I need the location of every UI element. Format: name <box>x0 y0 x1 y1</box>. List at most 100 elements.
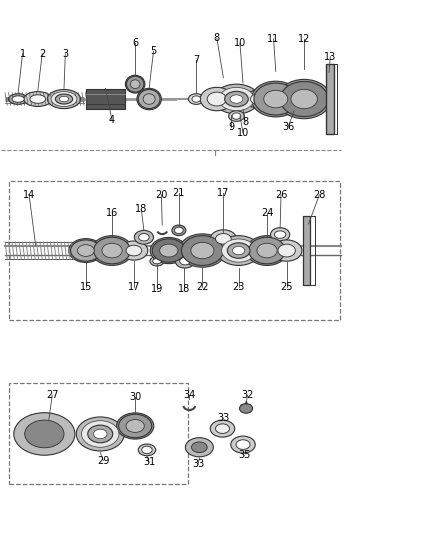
Ellipse shape <box>227 243 250 259</box>
Ellipse shape <box>143 94 155 104</box>
Ellipse shape <box>88 425 113 443</box>
Ellipse shape <box>214 84 259 114</box>
Text: 8: 8 <box>214 33 220 43</box>
Text: 7: 7 <box>193 55 199 65</box>
Ellipse shape <box>94 429 107 439</box>
Ellipse shape <box>81 421 119 447</box>
Ellipse shape <box>172 225 186 236</box>
Ellipse shape <box>210 420 235 437</box>
Ellipse shape <box>231 436 255 453</box>
Text: 33: 33 <box>192 459 204 469</box>
Ellipse shape <box>291 90 318 109</box>
Ellipse shape <box>271 228 290 241</box>
Text: 26: 26 <box>275 190 287 200</box>
Ellipse shape <box>207 92 226 106</box>
Text: 32: 32 <box>241 390 254 400</box>
Ellipse shape <box>71 240 101 261</box>
Ellipse shape <box>200 87 233 111</box>
Text: 28: 28 <box>313 190 325 200</box>
Ellipse shape <box>179 234 226 267</box>
Ellipse shape <box>254 83 297 115</box>
Ellipse shape <box>139 233 149 241</box>
Text: 8: 8 <box>242 117 248 127</box>
Ellipse shape <box>152 259 161 264</box>
Ellipse shape <box>215 233 231 244</box>
Text: 23: 23 <box>233 282 245 292</box>
Text: 24: 24 <box>261 208 273 219</box>
Ellipse shape <box>192 96 201 102</box>
Ellipse shape <box>9 94 28 104</box>
Text: 13: 13 <box>324 52 336 61</box>
Ellipse shape <box>188 94 204 104</box>
Text: 34: 34 <box>183 390 195 400</box>
Ellipse shape <box>138 90 160 109</box>
Ellipse shape <box>138 444 155 456</box>
Bar <box>303 216 310 285</box>
Ellipse shape <box>251 94 266 104</box>
Ellipse shape <box>232 113 241 119</box>
Text: 4: 4 <box>109 115 115 125</box>
Text: 12: 12 <box>298 34 311 44</box>
Ellipse shape <box>240 403 253 413</box>
Text: 19: 19 <box>151 284 163 294</box>
Text: 22: 22 <box>196 282 208 292</box>
Text: 9: 9 <box>228 122 234 132</box>
Ellipse shape <box>285 103 304 116</box>
Ellipse shape <box>92 236 133 265</box>
Ellipse shape <box>76 417 124 451</box>
Ellipse shape <box>55 94 73 104</box>
Ellipse shape <box>180 257 190 265</box>
Ellipse shape <box>215 424 230 433</box>
Ellipse shape <box>225 91 248 107</box>
Ellipse shape <box>125 75 145 93</box>
Text: 15: 15 <box>80 282 92 292</box>
Ellipse shape <box>30 95 46 103</box>
Text: 20: 20 <box>155 190 168 200</box>
Bar <box>326 64 334 134</box>
Ellipse shape <box>33 426 55 442</box>
Ellipse shape <box>134 230 153 244</box>
Text: 35: 35 <box>238 450 251 460</box>
Ellipse shape <box>150 238 187 264</box>
Ellipse shape <box>69 239 103 262</box>
Ellipse shape <box>120 241 148 260</box>
Ellipse shape <box>14 413 75 455</box>
Ellipse shape <box>288 106 300 114</box>
Text: 16: 16 <box>106 208 118 219</box>
Ellipse shape <box>174 227 183 233</box>
Text: 25: 25 <box>280 282 293 292</box>
Ellipse shape <box>181 236 223 265</box>
Ellipse shape <box>137 88 161 110</box>
Ellipse shape <box>119 414 152 438</box>
Text: 18: 18 <box>135 204 148 214</box>
Text: 3: 3 <box>62 49 68 59</box>
Text: 27: 27 <box>46 390 58 400</box>
Ellipse shape <box>24 92 52 107</box>
Text: 2: 2 <box>39 49 45 59</box>
Ellipse shape <box>233 246 245 255</box>
Text: 33: 33 <box>217 413 230 423</box>
Ellipse shape <box>191 442 207 453</box>
Ellipse shape <box>217 236 261 265</box>
Ellipse shape <box>12 96 24 102</box>
Ellipse shape <box>277 79 331 119</box>
Ellipse shape <box>247 236 288 265</box>
Ellipse shape <box>264 90 288 108</box>
Ellipse shape <box>185 438 213 457</box>
Text: 6: 6 <box>132 38 138 48</box>
Bar <box>86 90 125 109</box>
Ellipse shape <box>131 80 140 88</box>
Ellipse shape <box>230 95 243 103</box>
Ellipse shape <box>117 413 154 439</box>
Text: 17: 17 <box>217 188 230 198</box>
Text: 36: 36 <box>282 122 294 132</box>
Ellipse shape <box>278 244 295 257</box>
Text: 30: 30 <box>129 392 141 402</box>
Ellipse shape <box>94 237 131 264</box>
Ellipse shape <box>219 87 254 111</box>
Text: 10: 10 <box>237 127 249 138</box>
Ellipse shape <box>280 82 328 117</box>
Text: 1: 1 <box>19 49 25 59</box>
Ellipse shape <box>102 243 122 258</box>
Ellipse shape <box>245 90 272 108</box>
